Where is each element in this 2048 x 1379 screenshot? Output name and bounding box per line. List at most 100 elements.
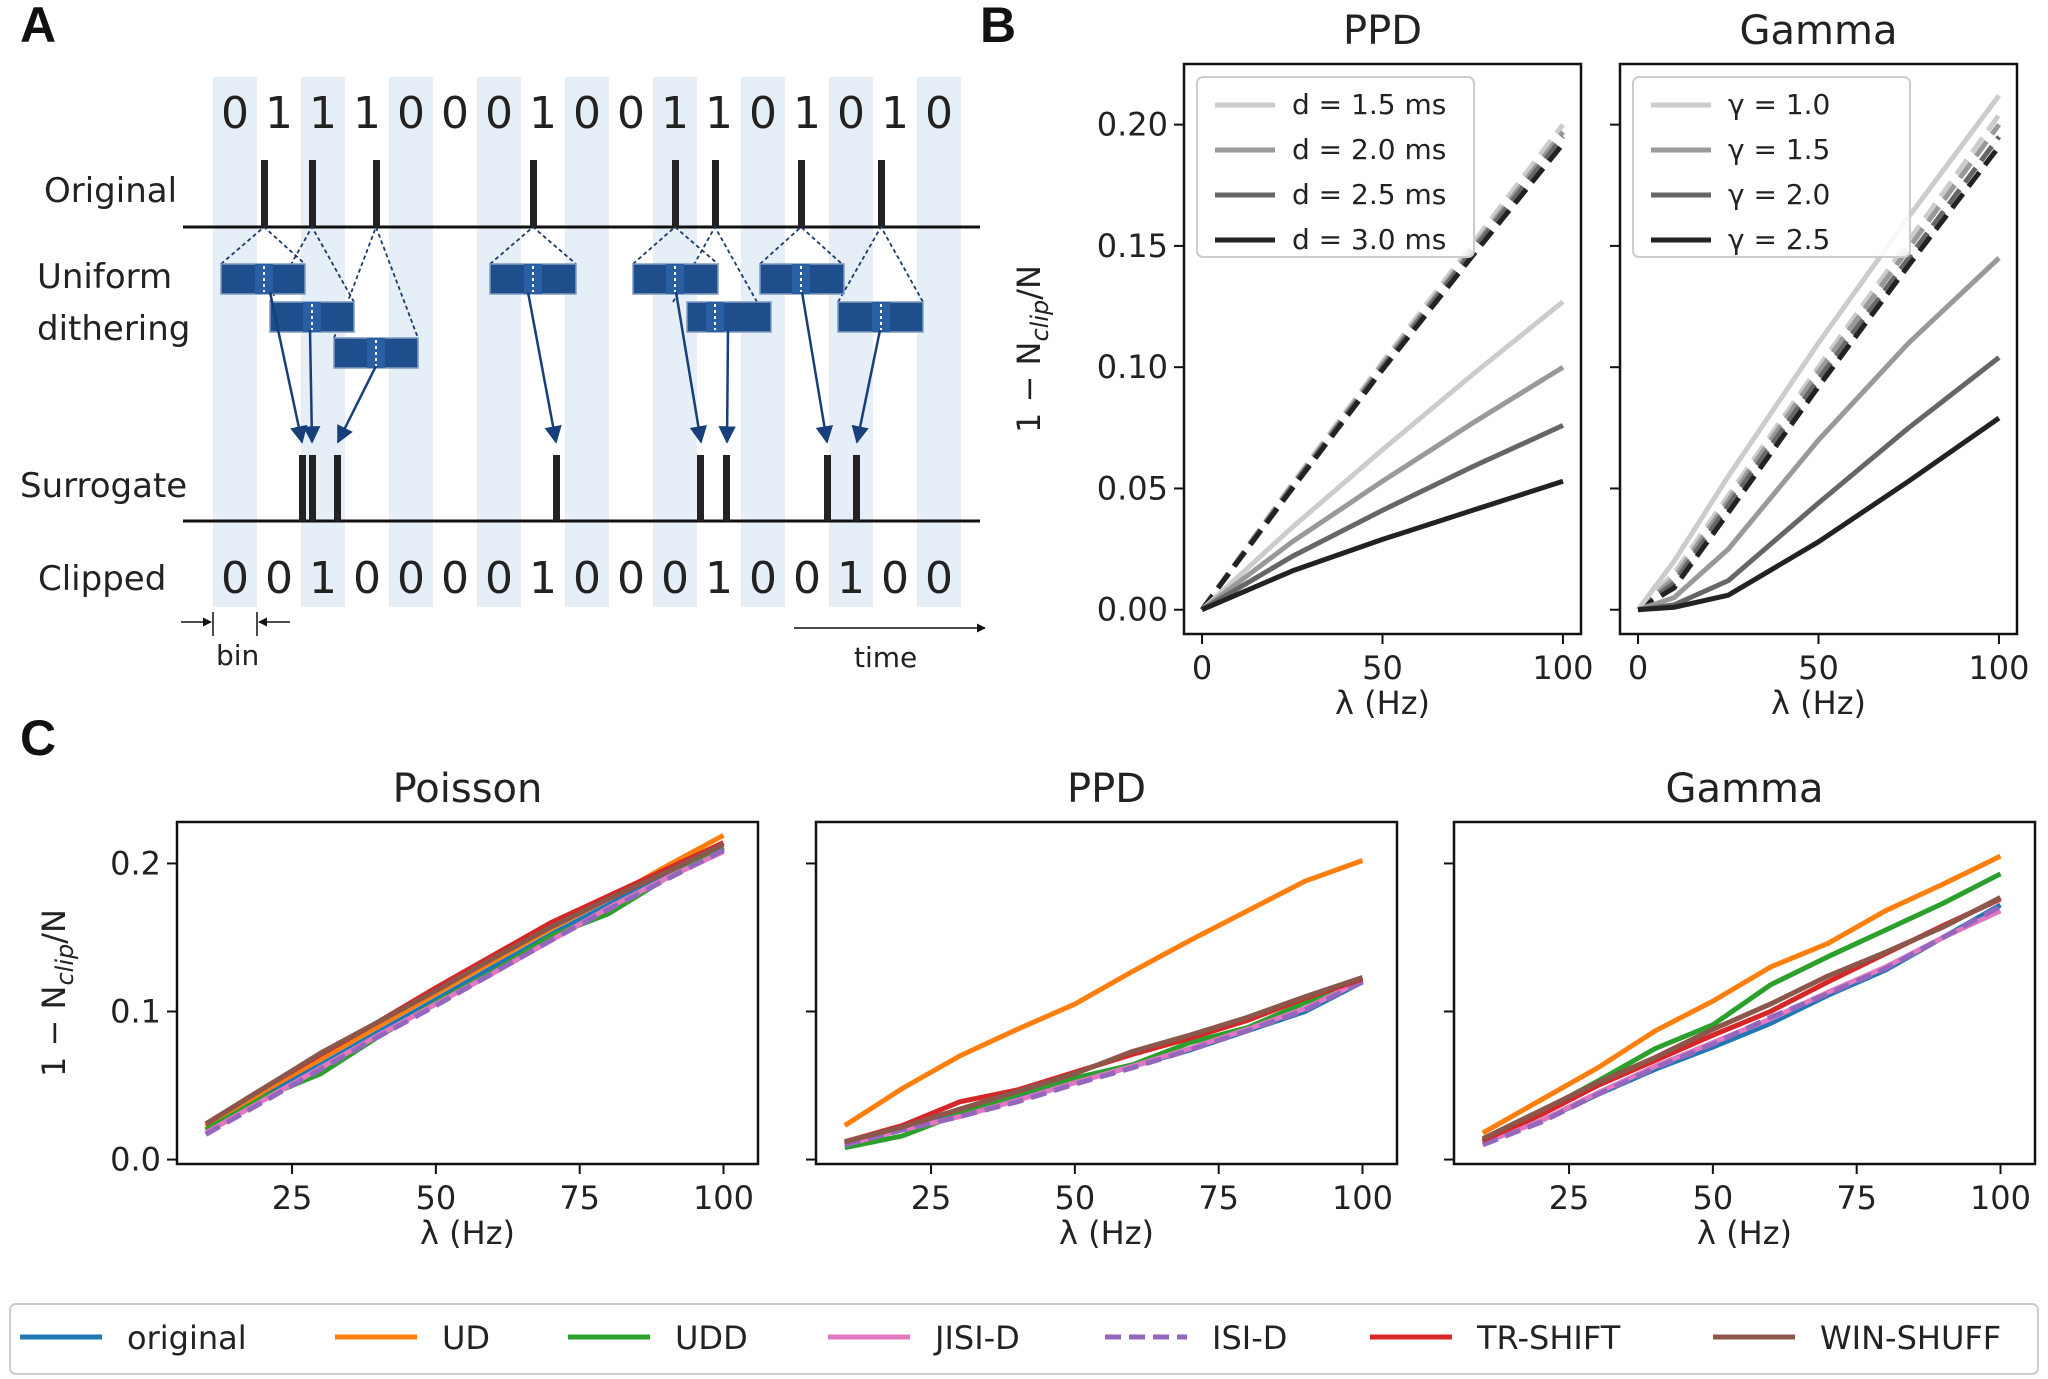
legend-label: γ = 1.5 xyxy=(1728,133,1830,166)
dither-arrows xyxy=(268,291,882,444)
plot-area xyxy=(843,858,1364,1151)
x-axis-label: λ (Hz) xyxy=(1697,1214,1792,1252)
legend-label: UD xyxy=(442,1319,490,1357)
x-tick-label: 0 xyxy=(1192,649,1212,687)
y-tick-label: 0.20 xyxy=(1097,106,1168,144)
x-axis-label: λ (Hz) xyxy=(420,1214,515,1252)
original-bit: 0 xyxy=(837,88,865,139)
series-line xyxy=(1481,895,2002,1142)
x-tick-label: 100 xyxy=(1968,649,2029,687)
clipped-bit: 0 xyxy=(485,553,513,604)
series-line xyxy=(1637,256,2001,613)
original-spike xyxy=(878,160,885,227)
bin-shade xyxy=(477,77,521,607)
x-tick-label: 25 xyxy=(1549,1179,1590,1217)
bin-shade xyxy=(213,77,257,607)
surrogate-spike xyxy=(334,455,341,521)
surrogate-spike xyxy=(697,455,704,521)
y-tick-label: 0.05 xyxy=(1097,469,1168,507)
x-tick-label: 50 xyxy=(1798,649,1839,687)
original-bit: 0 xyxy=(925,88,953,139)
clipped-bit: 0 xyxy=(573,553,601,604)
surrogate-spike xyxy=(723,455,730,521)
dither-window xyxy=(269,301,355,333)
legend-label: d = 3.0 ms xyxy=(1292,223,1446,256)
clipped-bit: 1 xyxy=(309,553,337,604)
y-tick-label: 0.2 xyxy=(110,844,161,882)
time-label: time xyxy=(854,641,917,674)
chart-poisson-methods: 25 50 75 100 0.0 0.1 0.2 Poisson λ (Hz) 1 − Nclip… xyxy=(35,766,760,1252)
legend-label: d = 1.5 ms xyxy=(1292,88,1446,121)
dither-window xyxy=(686,301,772,333)
original-bit: 0 xyxy=(485,88,513,139)
original-spike xyxy=(309,160,316,227)
x-tick-label: 100 xyxy=(1970,1179,2031,1217)
x-axis-label: λ (Hz) xyxy=(1335,684,1430,722)
y-tick-label: 0.0 xyxy=(110,1141,161,1179)
original-bit: 1 xyxy=(309,88,337,139)
surrogate-spike xyxy=(553,455,560,521)
series-line-dashed xyxy=(1636,123,2002,612)
row-label-original: Original xyxy=(44,171,177,211)
x-tick-label: 25 xyxy=(911,1179,952,1217)
x-tick-label: 100 xyxy=(1332,1179,1393,1217)
original-bit: 0 xyxy=(441,88,469,139)
chart-title: Gamma xyxy=(1740,8,1898,54)
y-axis-label: 1 − Nclip/N xyxy=(1010,265,1054,433)
series-line-dashed xyxy=(1636,135,2002,612)
series-line xyxy=(204,847,725,1137)
series-line-dashed xyxy=(1636,113,2002,612)
legend-label: d = 2.5 ms xyxy=(1292,178,1446,211)
original-bit: 1 xyxy=(529,88,557,139)
y-tick-label: 0.00 xyxy=(1097,591,1168,629)
series-line xyxy=(843,858,1364,1128)
legend-label: WIN-SHUFF xyxy=(1820,1319,2001,1357)
series-line-dashed xyxy=(1636,144,2001,612)
bin-width-marker: bin xyxy=(181,612,290,672)
series-line xyxy=(1637,416,2001,613)
original-bit: 1 xyxy=(793,88,821,139)
row-label-clipped: Clipped xyxy=(38,559,166,599)
y-tick-label: 0.15 xyxy=(1097,227,1168,265)
series-line xyxy=(204,846,725,1133)
legend-box xyxy=(9,1303,2039,1375)
x-tick-label: 75 xyxy=(1836,1179,1877,1217)
x-tick-label: 50 xyxy=(1055,1179,1096,1217)
x-tick-label: 0 xyxy=(1628,649,1648,687)
chart-title: PPD xyxy=(1067,766,1146,812)
original-bit: 1 xyxy=(661,88,689,139)
chart-title: Poisson xyxy=(393,766,543,812)
dither-window xyxy=(837,301,924,333)
axes-frame xyxy=(175,820,760,1166)
chart-title: Gamma xyxy=(1666,766,1824,812)
bin-label: bin xyxy=(216,639,259,672)
dither-window xyxy=(759,263,845,295)
clipped-bit: 1 xyxy=(705,553,733,604)
axes-frame xyxy=(1452,820,2037,1166)
y-axis-label: 1 − Nclip/N xyxy=(35,909,79,1077)
clipped-bit: 0 xyxy=(265,553,293,604)
clipped-bit: 0 xyxy=(661,553,689,604)
dither-window xyxy=(632,263,719,295)
surrogate-spike xyxy=(853,455,860,521)
series-line xyxy=(1635,94,2002,612)
y-tick-label: 0.10 xyxy=(1097,348,1168,386)
legend-label: d = 2.0 ms xyxy=(1292,133,1446,166)
x-axis-label: λ (Hz) xyxy=(1771,684,1866,722)
x-tick-label: 50 xyxy=(1693,1179,1734,1217)
bin-shading xyxy=(213,77,961,607)
series-line xyxy=(1481,908,2002,1146)
series-line-dashed xyxy=(1199,142,1565,612)
series-line xyxy=(844,975,1364,1145)
panel-letter-b: B xyxy=(980,0,1016,53)
series-line xyxy=(844,979,1364,1148)
clipped-bit: 0 xyxy=(221,553,249,604)
clipped-bit: 1 xyxy=(837,553,865,604)
chart-gamma-shape: 0 50 100 Gamma λ (Hz) γ = 1.0 γ = 1.5 γ = 2.0 γ … xyxy=(1610,8,2029,722)
plot-area xyxy=(1481,853,2002,1148)
original-spike xyxy=(672,160,679,227)
bin-shade xyxy=(565,77,609,607)
time-arrow: time xyxy=(794,623,986,674)
